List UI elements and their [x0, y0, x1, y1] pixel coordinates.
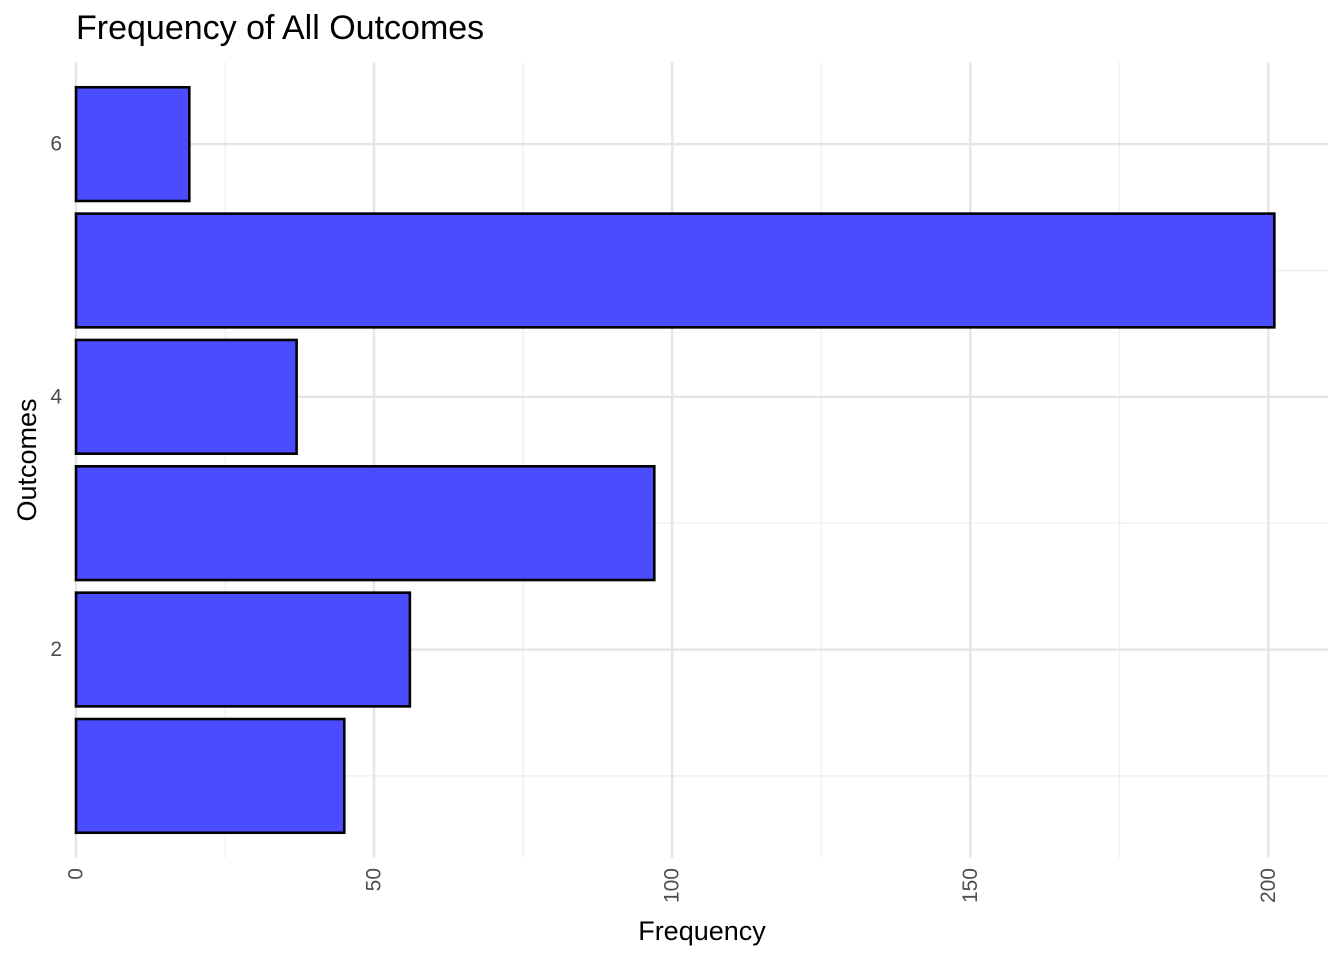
bars [74, 85, 1276, 835]
y-tick-labels: 2 4 6 [50, 133, 62, 661]
x-tick-label: 150 [959, 868, 982, 903]
x-tick-labels: 0 50 100 150 200 [65, 868, 1280, 903]
chart-title: Frequency of All Outcomes [76, 9, 484, 47]
bar-outcome-4 [74, 338, 298, 455]
x-tick-label: 200 [1257, 868, 1280, 903]
bar-outcome-5 [74, 212, 1276, 329]
y-axis-title: Outcomes [12, 398, 42, 521]
x-tick-label: 50 [363, 868, 386, 891]
bar-outcome-2 [74, 591, 412, 708]
y-tick-label: 4 [50, 385, 62, 408]
x-tick-label: 0 [65, 868, 88, 880]
y-tick-label: 2 [50, 638, 62, 661]
x-tick-label: 100 [661, 868, 684, 903]
bar-outcome-6 [74, 85, 191, 203]
y-tick-label: 6 [50, 133, 62, 156]
x-axis-title: Frequency [638, 916, 766, 946]
bar-outcome-3 [74, 465, 656, 582]
bar-outcome-1 [74, 717, 346, 835]
